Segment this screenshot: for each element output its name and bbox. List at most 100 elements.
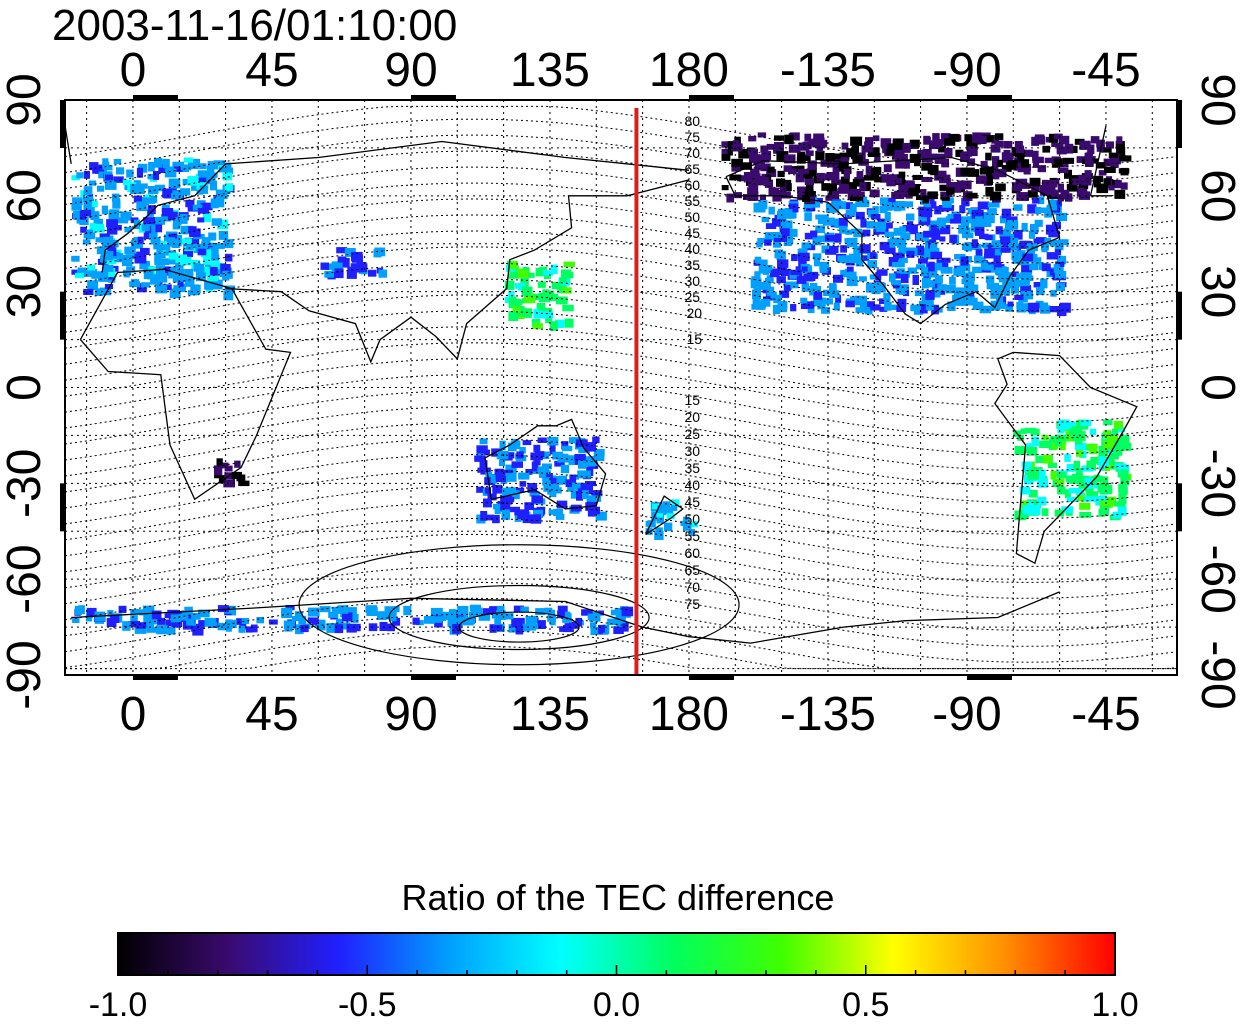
tec-cell bbox=[594, 449, 605, 456]
tec-cell bbox=[1013, 229, 1023, 240]
tec-cell bbox=[95, 164, 104, 172]
tec-cell bbox=[194, 284, 201, 294]
tec-cell bbox=[1093, 181, 1101, 188]
tec-cell bbox=[1036, 237, 1047, 244]
tec-cell bbox=[783, 165, 792, 172]
tec-cell bbox=[529, 491, 540, 497]
tec-cell bbox=[1003, 228, 1011, 237]
right-latitude-label: 30 bbox=[1191, 265, 1240, 318]
contour-label-north: 55 bbox=[684, 193, 700, 209]
tec-cell bbox=[837, 187, 849, 194]
contour-label-north: 70 bbox=[684, 145, 700, 161]
tec-cell bbox=[536, 451, 545, 458]
polar-contour bbox=[458, 611, 580, 643]
tec-cell bbox=[855, 211, 865, 220]
contour-label-north: 45 bbox=[684, 225, 700, 241]
tec-cell bbox=[373, 249, 382, 258]
tec-cell bbox=[129, 281, 140, 288]
tec-cell bbox=[967, 158, 976, 166]
tec-cell bbox=[502, 488, 510, 498]
tec-cell bbox=[104, 284, 114, 289]
tec-cell bbox=[859, 244, 871, 253]
tec-cell bbox=[1114, 447, 1123, 456]
tec-cell bbox=[947, 213, 954, 219]
tec-cell bbox=[870, 252, 877, 260]
tec-cell bbox=[1110, 162, 1119, 168]
tec-cell bbox=[590, 627, 599, 635]
tec-cell bbox=[88, 180, 97, 186]
tec-cell bbox=[224, 162, 232, 169]
tec-cell bbox=[1027, 446, 1038, 456]
tec-cell bbox=[656, 517, 664, 524]
tec-cell bbox=[740, 162, 752, 170]
tec-cell bbox=[93, 223, 105, 233]
tec-cell bbox=[860, 218, 867, 228]
tec-cell bbox=[784, 134, 794, 145]
frame-tick bbox=[1176, 291, 1182, 340]
tec-cell bbox=[1021, 263, 1033, 274]
tec-cell bbox=[74, 272, 84, 279]
bottom-longitude-label: 45 bbox=[245, 688, 298, 741]
tec-cell bbox=[874, 176, 882, 183]
tec-cell bbox=[772, 304, 781, 315]
tec-cell bbox=[941, 257, 951, 263]
tec-cell bbox=[368, 623, 378, 632]
tec-cell bbox=[97, 185, 105, 192]
tec-cell bbox=[1019, 183, 1031, 189]
tec-cell bbox=[731, 144, 742, 152]
tec-cell bbox=[869, 189, 880, 198]
tec-cell bbox=[884, 231, 894, 238]
tec-cell bbox=[268, 619, 278, 625]
tec-cell bbox=[784, 179, 792, 188]
contour-line bbox=[64, 374, 1178, 440]
contour-label-south: 70 bbox=[684, 579, 700, 595]
tec-cell bbox=[218, 475, 226, 484]
tec-cell bbox=[447, 619, 459, 628]
tec-cell bbox=[907, 221, 914, 229]
tec-cell bbox=[959, 205, 966, 214]
tec-cell bbox=[920, 252, 929, 260]
tec-cell bbox=[368, 269, 377, 277]
tec-cell bbox=[810, 283, 818, 290]
tec-cell bbox=[236, 618, 244, 625]
colorbar-tick-label: 0.0 bbox=[593, 986, 640, 1024]
tec-cell bbox=[798, 248, 808, 255]
tec-cell bbox=[1044, 237, 1052, 244]
tec-cell bbox=[897, 153, 908, 164]
tec-cell bbox=[508, 311, 519, 321]
tec-cell bbox=[208, 232, 217, 241]
tec-cell bbox=[1031, 436, 1039, 447]
tec-cell bbox=[995, 262, 1002, 268]
tec-cell bbox=[858, 191, 865, 197]
bottom-longitude-label: 135 bbox=[510, 688, 590, 741]
tec-cell bbox=[111, 193, 120, 202]
tec-cell bbox=[721, 185, 729, 191]
contour-line bbox=[65, 629, 1177, 670]
tec-cell bbox=[1029, 470, 1039, 480]
tec-cell bbox=[766, 169, 777, 177]
tec-cell bbox=[496, 605, 505, 616]
tec-cell bbox=[907, 267, 917, 274]
tec-cell bbox=[206, 172, 213, 182]
tec-cell bbox=[985, 275, 995, 283]
tec-cell bbox=[136, 283, 147, 293]
tec-cell bbox=[200, 202, 213, 211]
contour-line bbox=[64, 454, 1178, 520]
tec-cell bbox=[967, 169, 980, 177]
tec-cell bbox=[1057, 424, 1065, 434]
tec-cell bbox=[607, 618, 618, 626]
tec-cell bbox=[602, 624, 610, 635]
tec-cell bbox=[751, 303, 758, 310]
tec-cell bbox=[747, 148, 758, 155]
tec-cell bbox=[172, 161, 184, 168]
tec-cell bbox=[945, 204, 955, 211]
tec-cell bbox=[153, 617, 160, 625]
tec-cell bbox=[188, 238, 200, 248]
tec-cell bbox=[766, 143, 775, 150]
tec-cell bbox=[598, 624, 605, 633]
tec-cell bbox=[921, 162, 933, 171]
tec-cell bbox=[516, 451, 524, 459]
tec-cell bbox=[184, 277, 195, 287]
tec-cell bbox=[169, 290, 181, 299]
tec-cell bbox=[584, 442, 596, 452]
